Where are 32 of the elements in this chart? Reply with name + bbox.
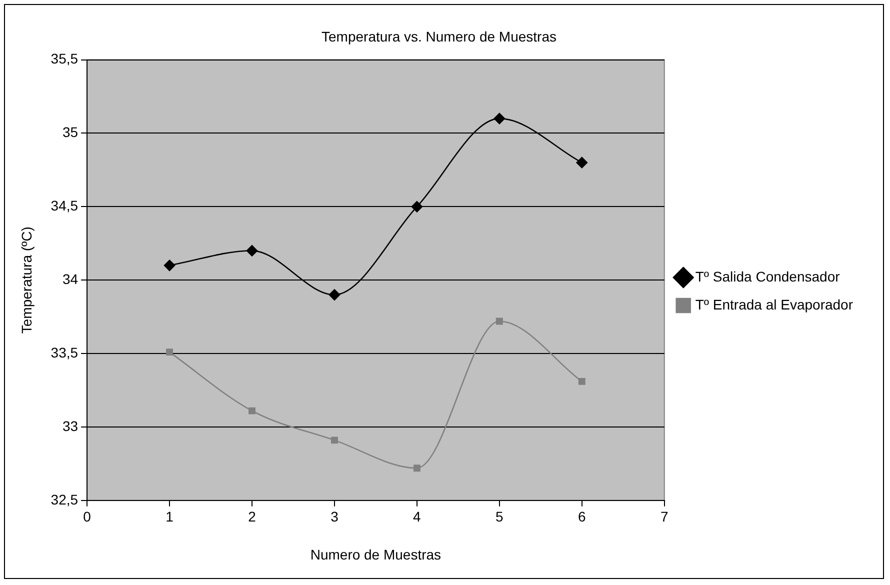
y-axis-title: Temperatura (ºC) [18,226,34,334]
legend-label: Tº Salida Condensador [695,268,840,284]
x-tick-label: 6 [578,508,586,525]
point [496,318,503,325]
point [328,289,340,300]
x-tick-label: 7 [660,508,668,525]
x-tick-label: 0 [83,508,92,525]
y-tick-label: 35 [62,124,78,140]
x-tick-label: 4 [413,508,422,525]
y-tick-label: 33,5 [50,344,78,360]
point [164,260,176,272]
y-tick-label: 32,5 [50,491,78,508]
point [413,464,420,472]
point [166,348,173,356]
y-tick-label: 34 [62,270,78,287]
point [330,436,338,444]
x-tick-label: 3 [330,508,339,525]
x-tick-label: 5 [496,508,504,525]
point [411,201,423,212]
y-tick-label: 34,5 [50,198,78,214]
point [246,245,258,256]
x-tick-label: 2 [248,508,256,525]
point [578,378,586,385]
legend-label: Tº Entrada al Evaporador [695,296,854,312]
point [576,156,588,168]
x-tick-label: 1 [166,508,174,525]
y-tick-label: 33 [62,418,78,434]
point [494,112,506,124]
x-axis-title: Numero de Muestras [310,546,442,562]
chart-title: Temperatura vs. Numero de Muestras [322,28,556,44]
point [248,407,256,414]
y-tick-label: 35,5 [50,50,78,67]
